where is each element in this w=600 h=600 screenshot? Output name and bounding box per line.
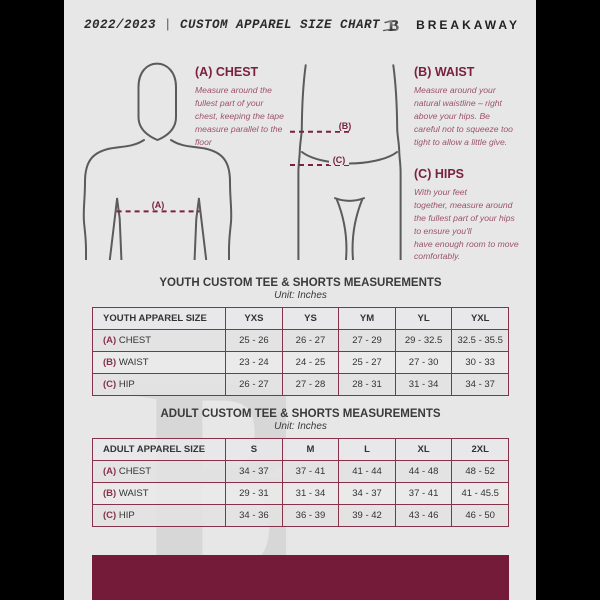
svg-text:B: B	[388, 16, 399, 35]
svg-text:(C): (C)	[333, 155, 346, 165]
svg-text:(A): (A)	[152, 200, 165, 210]
svg-text:(B): (B)	[339, 121, 352, 131]
